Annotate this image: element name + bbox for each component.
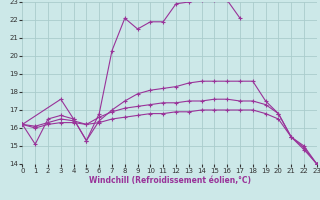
X-axis label: Windchill (Refroidissement éolien,°C): Windchill (Refroidissement éolien,°C)	[89, 176, 251, 185]
